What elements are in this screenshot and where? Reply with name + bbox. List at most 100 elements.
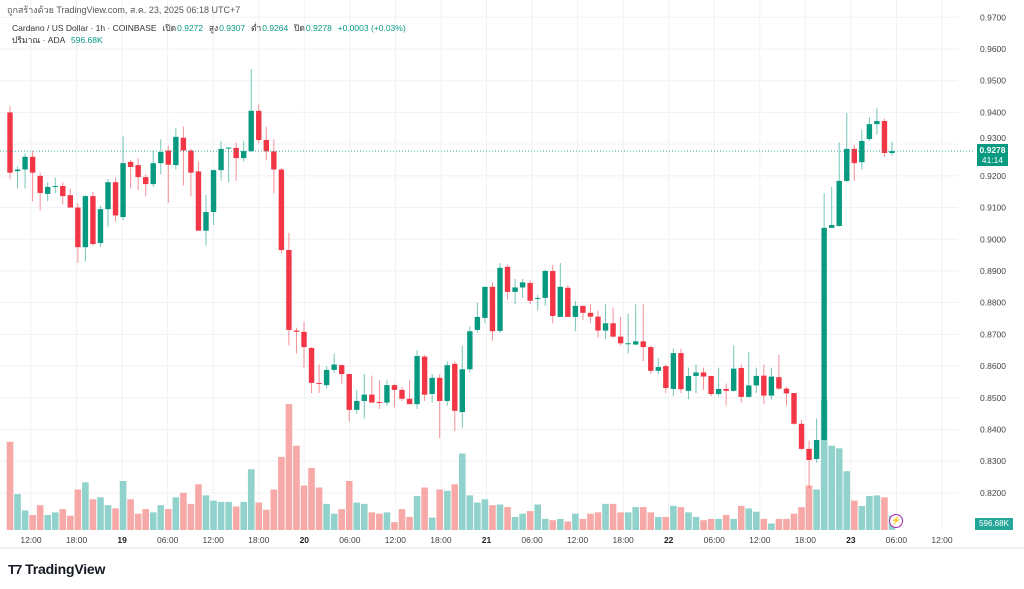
tradingview-logo[interactable]: T7 TradingView — [8, 561, 105, 577]
high-value: 0.9307 — [219, 23, 246, 33]
candle — [874, 107, 880, 135]
candle-body — [497, 267, 503, 331]
candle-body — [233, 147, 239, 159]
candle-body — [557, 286, 564, 317]
candle — [587, 304, 594, 324]
candle-body — [256, 110, 262, 141]
candle-body — [203, 211, 209, 231]
candle — [308, 347, 315, 394]
candle — [293, 328, 300, 354]
volume-bar — [74, 489, 82, 530]
volume-bar — [745, 508, 753, 530]
volume-label[interactable]: ปริมาณ · ADA — [12, 35, 66, 45]
open-value: 0.9272 — [177, 23, 204, 33]
candle — [685, 367, 692, 400]
volume-bar — [715, 518, 722, 530]
grid-lines — [0, 0, 958, 530]
candle-body — [323, 369, 330, 386]
volume-bar — [97, 497, 104, 530]
lightning-icon[interactable]: ⚡ — [889, 514, 903, 528]
candle-body — [37, 175, 43, 193]
logo-text: TradingView — [25, 561, 106, 577]
volume-bar — [142, 509, 149, 530]
candle-body — [602, 323, 609, 331]
volume-bar — [89, 499, 97, 530]
candle — [188, 148, 194, 197]
candle — [527, 280, 533, 305]
volume-bar — [345, 480, 353, 530]
candle-body — [866, 124, 873, 140]
candle-body — [29, 156, 36, 173]
time-tick-label: 06:00 — [339, 535, 361, 545]
candle-body — [120, 163, 126, 218]
volume-bar — [805, 485, 813, 530]
candle — [482, 286, 488, 324]
candle-body — [75, 207, 81, 248]
volume-bar — [353, 502, 361, 530]
candles — [7, 68, 895, 489]
price-tick-label: 0.8900 — [980, 266, 1006, 276]
price-tick-label: 0.9400 — [980, 107, 1006, 117]
volume-bar — [330, 513, 338, 530]
volume-bar — [609, 503, 617, 530]
candle-body — [738, 368, 744, 397]
candle — [112, 177, 119, 222]
volume-bar — [247, 469, 255, 530]
candle-body — [361, 394, 368, 401]
volume-bar — [700, 520, 707, 530]
volume-bar — [760, 518, 768, 530]
volume-bar — [368, 512, 376, 530]
time-tick-label: 20 — [300, 535, 310, 545]
candle-body — [708, 375, 714, 395]
time-axis[interactable]: 12:00 18:00 19 06:00 12:00 18:00 20 06:00 12:00 1… — [20, 535, 953, 545]
volume-bar — [579, 518, 587, 530]
candle — [828, 186, 835, 229]
candle — [497, 263, 503, 333]
volume-bar — [624, 512, 632, 530]
candle-body — [278, 169, 285, 251]
candle — [444, 361, 450, 406]
candle — [406, 380, 413, 405]
volume-bar — [391, 522, 398, 530]
volume-bar — [737, 505, 745, 530]
candle-body — [723, 388, 729, 391]
symbol-title[interactable]: Cardano / US Dollar · 1h · COINBASE — [12, 23, 157, 33]
change-value: +0.0003 (+0.03%) — [337, 23, 406, 33]
price-tick-label: 0.9500 — [980, 76, 1006, 86]
candle-body — [504, 266, 511, 292]
volume-bar — [692, 516, 700, 530]
candle-body — [489, 286, 496, 332]
candle — [655, 358, 662, 375]
volume-bars — [6, 400, 896, 530]
candle — [844, 113, 850, 183]
candle — [640, 304, 646, 362]
candle-body — [263, 140, 270, 152]
candle-body — [44, 186, 51, 194]
candle — [301, 321, 307, 368]
candle-body — [550, 270, 556, 316]
price-tick-label: 0.9600 — [980, 44, 1006, 54]
candle-body — [851, 148, 858, 164]
candle-body — [580, 305, 586, 313]
candle — [429, 374, 435, 403]
tradingview-logo-icon: T7 — [8, 561, 22, 577]
candle — [210, 169, 217, 225]
volume-bar — [873, 495, 881, 530]
candle-body — [791, 393, 797, 424]
volume-bar — [413, 496, 421, 530]
time-tick-label: 18:00 — [66, 535, 88, 545]
candle — [625, 313, 631, 354]
candle-body — [512, 287, 518, 292]
candle-body — [180, 137, 187, 151]
candle — [866, 117, 873, 141]
volume-bar — [217, 501, 225, 530]
candle-body — [293, 330, 300, 332]
volume-bar — [300, 485, 308, 530]
price-axis[interactable]: 0.9700 0.9600 0.9500 0.9400 0.9300 0.9200 0.91… — [980, 12, 1006, 498]
candle — [663, 364, 669, 394]
candle-body — [60, 185, 66, 197]
candle-body — [406, 398, 413, 405]
candle-body — [482, 286, 488, 318]
price-tick-label: 0.8200 — [980, 488, 1006, 498]
